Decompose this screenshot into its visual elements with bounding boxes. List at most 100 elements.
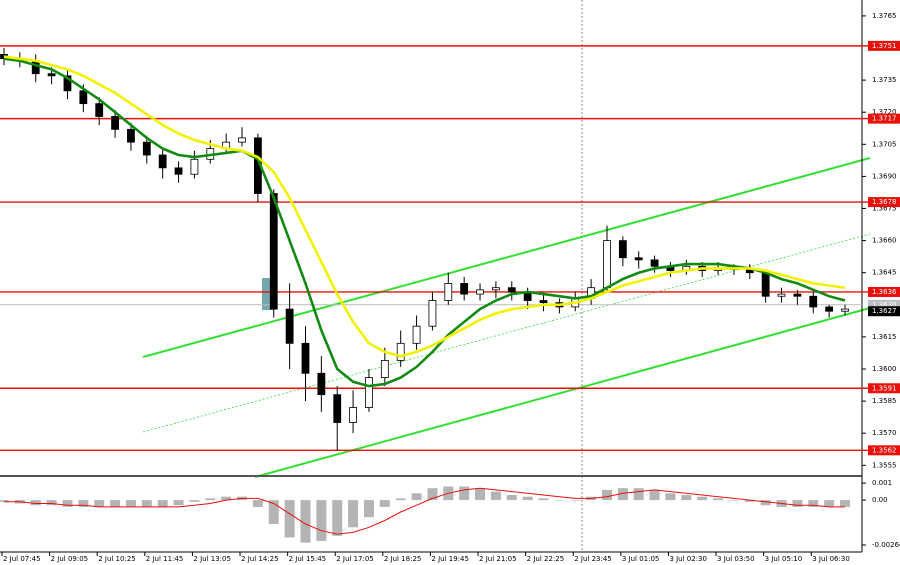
candle-body [492, 287, 500, 291]
candle-body [333, 394, 342, 423]
macd-bar [141, 500, 152, 507]
macd-bar [30, 500, 41, 506]
macd-bar [824, 500, 835, 507]
candle-body [618, 240, 627, 259]
candle-body [142, 141, 151, 156]
macd-bar [840, 500, 850, 507]
x-tick-label: 2 Jul 18:25 [384, 555, 422, 563]
candle-body [79, 90, 88, 105]
macd-bar [252, 500, 263, 507]
x-tick-label: 2 Jul 19:45 [431, 555, 469, 563]
candle-body [825, 306, 834, 312]
candle-body [634, 257, 643, 261]
candle-body [47, 73, 56, 77]
candle-body [301, 342, 310, 374]
x-tick-label: 2 Jul 17:05 [336, 555, 374, 563]
macd-bar [728, 500, 739, 501]
macd-bar [173, 500, 184, 506]
candle-body [793, 293, 802, 297]
level-label: 1.3636 [872, 288, 897, 296]
candle-body [507, 287, 516, 293]
candle-body [63, 75, 72, 92]
macd-bar [348, 500, 359, 528]
candle-body [841, 308, 849, 312]
y-tick-label: 0.00 [872, 496, 888, 504]
candle-body [111, 116, 119, 130]
x-tick-label: 3 Jul 03:50 [717, 555, 755, 563]
macd-bar [649, 489, 660, 501]
macd-bar [617, 488, 628, 501]
candle-body [444, 283, 453, 301]
macd-bar [300, 500, 311, 543]
x-tick-label: 3 Jul 06:30 [812, 555, 850, 563]
macd-bar [395, 498, 406, 501]
candle-body [174, 167, 183, 175]
x-tick-label: 2 Jul 10:25 [98, 555, 136, 563]
macd-bar [538, 498, 549, 501]
candle-body [158, 154, 167, 169]
candle-body [238, 137, 246, 143]
level-label-box [868, 113, 900, 124]
candle-body [539, 300, 548, 304]
last-price-box [868, 306, 900, 317]
macd-bar [0, 500, 9, 502]
macd-bar [744, 500, 755, 502]
channel-upper [142, 157, 871, 358]
candle-body [809, 295, 818, 308]
macd-bar [221, 496, 232, 501]
candle-body [412, 325, 421, 344]
y-tick-label: 1.3675 [872, 205, 897, 213]
candle-body [460, 283, 469, 295]
macd-bar [665, 493, 676, 501]
macd-bar [490, 491, 501, 501]
level-label: 1.3562 [872, 446, 897, 454]
level-label: 1.3717 [872, 115, 897, 123]
candle-body [761, 272, 770, 297]
macd-bar [125, 500, 136, 507]
macd-bar [792, 500, 803, 507]
macd-bar [110, 500, 121, 507]
y-tick-label: 1.3600 [872, 365, 897, 373]
x-tick-label: 2 Jul 23:45 [574, 555, 612, 563]
macd-bar [379, 500, 390, 507]
x-tick-label: 3 Jul 02:30 [669, 555, 707, 563]
macd-bar [189, 500, 200, 502]
macd-bar [411, 493, 422, 501]
candle-body [428, 300, 437, 327]
candle-body [777, 293, 786, 297]
macd-bar [475, 488, 486, 501]
macd-bar [62, 500, 73, 507]
candle-body [650, 259, 659, 267]
candle-body [365, 377, 373, 408]
macd-bar [332, 500, 343, 536]
level-label: 1.3751 [872, 42, 897, 50]
candle-body [285, 308, 294, 344]
y-tick-label: 1.3585 [872, 397, 897, 405]
candle-body [476, 289, 484, 295]
x-tick-label: 2 Jul 07:45 [3, 555, 41, 563]
channel-mid [142, 233, 871, 433]
macd-bar [713, 498, 724, 501]
candle-body [396, 342, 405, 361]
bid-label: 1.3630 [872, 301, 897, 309]
macd-bar [459, 486, 470, 501]
y-tick-label: 1.3705 [872, 140, 897, 148]
level-label-box [868, 445, 900, 456]
y-tick-label: 1.3570 [872, 429, 897, 437]
macd-bar [78, 500, 89, 507]
y-tick-label: 0.001 [872, 479, 892, 487]
x-tick-label: 3 Jul 01:05 [622, 555, 660, 563]
y-tick-label: 1.3615 [872, 333, 897, 341]
channel-lower [254, 307, 871, 478]
x-tick-label: 2 Jul 11:45 [146, 555, 184, 563]
y-tick-label: 1.3735 [872, 76, 897, 84]
x-tick-label: 2 Jul 22:25 [527, 555, 565, 563]
candle-body [603, 240, 611, 289]
macd-bar [601, 489, 612, 501]
macd-bar [554, 500, 565, 501]
macd-bar [157, 500, 168, 507]
macd-bar [633, 488, 644, 501]
bid-label-box [868, 299, 900, 310]
